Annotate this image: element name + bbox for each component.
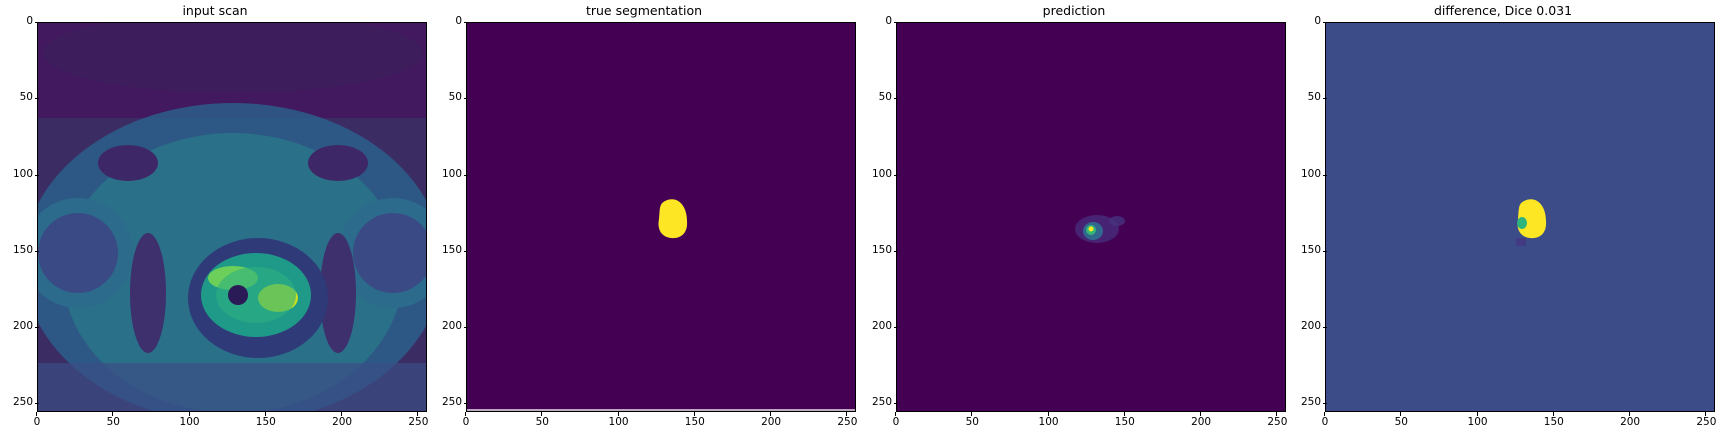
y-tick-label: 200 xyxy=(3,320,39,332)
y-tick-label: 200 xyxy=(862,320,898,332)
y-tick-label: 200 xyxy=(1291,320,1327,332)
panel-difference: difference, Dice 0.031 0 50 100 150 200 250 0 5… xyxy=(1288,0,1718,432)
y-tick-label: 250 xyxy=(432,396,468,408)
x-tick-label: 200 xyxy=(1186,412,1216,428)
y-tick-label: 250 xyxy=(1291,396,1327,408)
y-tick-label: 0 xyxy=(3,15,39,27)
x-tick-label: 150 xyxy=(251,412,281,428)
panel-title: prediction xyxy=(1042,3,1106,18)
y-tick-label: 250 xyxy=(3,396,39,408)
image-true-segmentation xyxy=(466,22,856,412)
panel-true-segmentation: true segmentation 0 50 100 150 200 250 0 50 100 1… xyxy=(429,0,859,432)
x-tick-label: 50 xyxy=(98,412,128,428)
x-tick-label: 0 xyxy=(22,412,52,428)
x-tick-label: 0 xyxy=(451,412,481,428)
y-tick-label: 100 xyxy=(3,168,39,180)
y-tick-label: 100 xyxy=(432,168,468,180)
x-tick-label: 50 xyxy=(1386,412,1416,428)
panel-input-scan: input scan xyxy=(0,0,430,432)
x-tick-label: 100 xyxy=(175,412,205,428)
y-tick-label: 0 xyxy=(862,15,898,27)
image-prediction xyxy=(896,22,1286,412)
y-tick-label: 50 xyxy=(432,91,468,103)
x-tick-label: 100 xyxy=(1463,412,1493,428)
image-difference xyxy=(1325,22,1715,412)
y-tick-label: 150 xyxy=(1291,244,1327,256)
y-tick-label: 50 xyxy=(862,91,898,103)
x-tick-label: 0 xyxy=(881,412,911,428)
panel-title: difference, Dice 0.031 xyxy=(1433,3,1573,18)
y-tick-label: 50 xyxy=(1291,91,1327,103)
x-tick-label: 250 xyxy=(403,412,433,428)
x-tick-label: 250 xyxy=(1691,412,1721,428)
x-tick-label: 50 xyxy=(527,412,557,428)
y-tick-label: 150 xyxy=(3,244,39,256)
x-tick-label: 100 xyxy=(1034,412,1064,428)
y-tick-label: 0 xyxy=(432,15,468,27)
panel-prediction: prediction 0 50 100 150 200 250 0 50 100 150 200 25… xyxy=(859,0,1289,432)
x-tick-label: 200 xyxy=(756,412,786,428)
panel-title: true segmentation xyxy=(585,3,703,18)
panel-title: input scan xyxy=(182,3,248,18)
y-tick-label: 100 xyxy=(1291,168,1327,180)
x-tick-label: 200 xyxy=(1615,412,1645,428)
x-tick-label: 150 xyxy=(1110,412,1140,428)
x-tick-label: 100 xyxy=(604,412,634,428)
y-tick-label: 0 xyxy=(1291,15,1327,27)
image-input-scan xyxy=(37,22,427,412)
y-tick-label: 150 xyxy=(862,244,898,256)
y-tick-label: 150 xyxy=(432,244,468,256)
y-tick-label: 50 xyxy=(3,91,39,103)
y-tick-label: 250 xyxy=(862,396,898,408)
x-tick-label: 150 xyxy=(680,412,710,428)
x-tick-label: 250 xyxy=(1262,412,1292,428)
x-tick-label: 250 xyxy=(832,412,862,428)
x-tick-label: 50 xyxy=(957,412,987,428)
y-tick-label: 200 xyxy=(432,320,468,332)
x-tick-label: 0 xyxy=(1310,412,1340,428)
x-tick-label: 200 xyxy=(327,412,357,428)
y-tick-label: 100 xyxy=(862,168,898,180)
x-tick-label: 150 xyxy=(1539,412,1569,428)
